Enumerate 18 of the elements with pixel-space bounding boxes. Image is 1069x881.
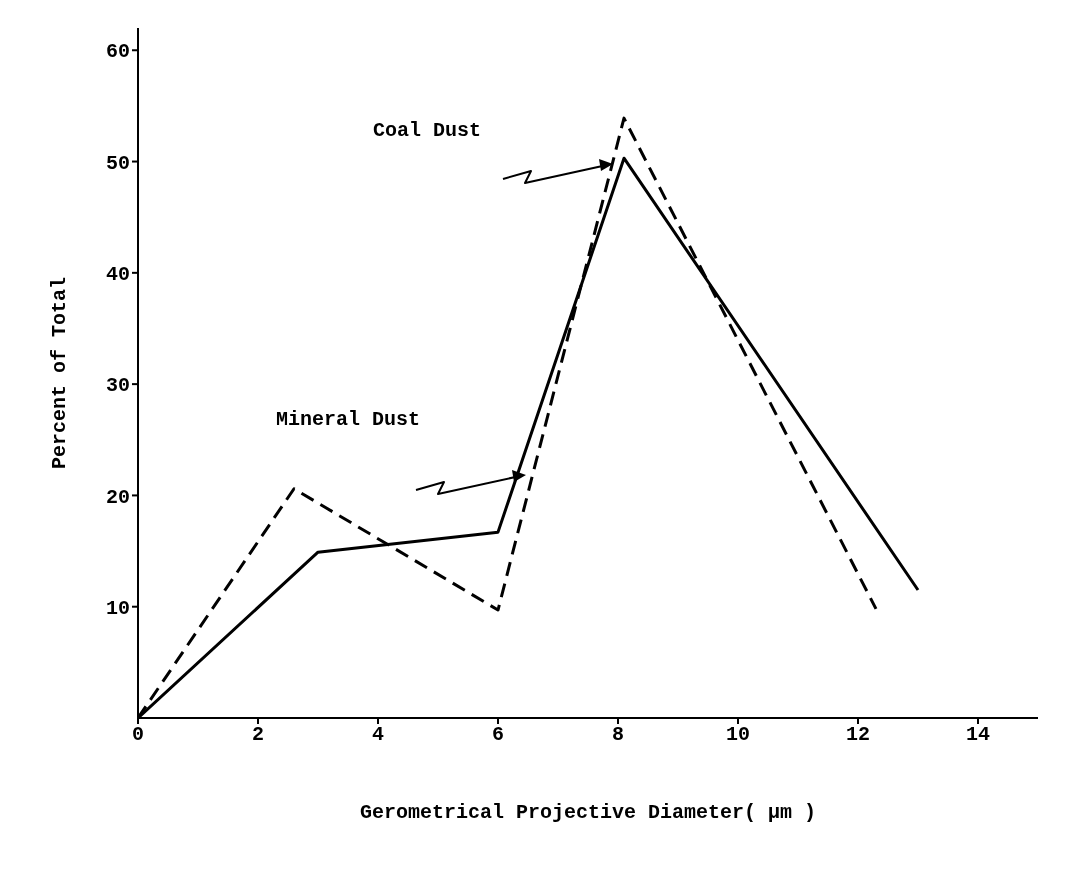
y-tick-label: 30 — [105, 374, 130, 398]
x-tick-label: 8 — [611, 723, 625, 747]
y-tick-label: 20 — [105, 485, 130, 509]
x-tick-label: 10 — [725, 723, 751, 747]
x-tick-label: 0 — [131, 723, 145, 747]
y-tick-label: 10 — [105, 596, 130, 620]
annotation: Mineral Dust — [276, 408, 421, 431]
y-axis-title: Percent of Total — [48, 276, 72, 470]
x-axis-title: Gerometrical Projective Diameter( µm ) — [359, 801, 817, 824]
x-tick-label: 2 — [251, 723, 265, 747]
annotation: Coal Dust — [373, 119, 482, 142]
x-tick-label: 12 — [845, 723, 871, 747]
y-tick-label: 60 — [105, 40, 130, 64]
x-tick-label: 14 — [965, 723, 991, 747]
x-tick-label: 4 — [371, 723, 385, 747]
y-tick-label: 40 — [105, 262, 130, 286]
x-tick-label: 6 — [491, 723, 505, 747]
y-tick-label: 50 — [105, 151, 130, 175]
